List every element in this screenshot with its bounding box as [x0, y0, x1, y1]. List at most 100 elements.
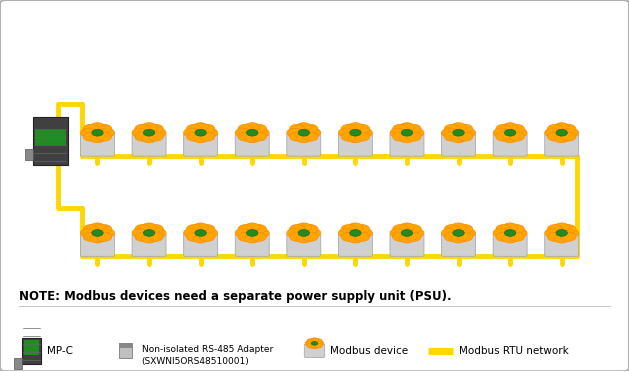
- Circle shape: [184, 128, 199, 137]
- Circle shape: [341, 225, 356, 234]
- Circle shape: [90, 134, 105, 143]
- Circle shape: [348, 134, 363, 143]
- Circle shape: [135, 132, 150, 141]
- Circle shape: [245, 134, 260, 143]
- Circle shape: [296, 223, 311, 232]
- Circle shape: [307, 343, 315, 348]
- Circle shape: [341, 132, 356, 141]
- Circle shape: [303, 232, 318, 241]
- Circle shape: [392, 225, 408, 234]
- Circle shape: [512, 128, 527, 137]
- Circle shape: [460, 228, 476, 237]
- Circle shape: [509, 132, 525, 141]
- Bar: [35, 130, 65, 145]
- Circle shape: [444, 124, 459, 133]
- Circle shape: [135, 232, 150, 241]
- FancyBboxPatch shape: [442, 234, 476, 256]
- Circle shape: [554, 234, 569, 243]
- Text: NOTE: Modbus devices need a separate power supply unit (PSU).: NOTE: Modbus devices need a separate pow…: [19, 289, 452, 302]
- Circle shape: [496, 232, 511, 241]
- Circle shape: [509, 232, 525, 241]
- Circle shape: [151, 228, 166, 237]
- FancyBboxPatch shape: [184, 134, 218, 156]
- Circle shape: [83, 132, 98, 141]
- Circle shape: [92, 129, 103, 136]
- Circle shape: [399, 134, 415, 143]
- Circle shape: [195, 230, 206, 236]
- Circle shape: [496, 132, 511, 141]
- Circle shape: [200, 124, 215, 133]
- Circle shape: [338, 128, 353, 137]
- Circle shape: [355, 232, 370, 241]
- Circle shape: [289, 225, 304, 234]
- Circle shape: [193, 234, 208, 243]
- FancyBboxPatch shape: [81, 234, 114, 256]
- Bar: [25, 148, 33, 160]
- Circle shape: [504, 129, 516, 136]
- Circle shape: [355, 132, 370, 141]
- Circle shape: [142, 223, 157, 232]
- Circle shape: [547, 225, 562, 234]
- FancyBboxPatch shape: [493, 234, 527, 256]
- FancyBboxPatch shape: [287, 234, 321, 256]
- Circle shape: [298, 230, 309, 236]
- Circle shape: [193, 123, 208, 132]
- Circle shape: [556, 129, 567, 136]
- Bar: [119, 343, 132, 347]
- FancyBboxPatch shape: [287, 134, 321, 156]
- FancyBboxPatch shape: [390, 134, 424, 156]
- Circle shape: [409, 128, 424, 137]
- Circle shape: [564, 128, 579, 137]
- Circle shape: [399, 123, 415, 132]
- Circle shape: [338, 228, 353, 237]
- FancyBboxPatch shape: [22, 337, 41, 364]
- Circle shape: [561, 124, 576, 133]
- Circle shape: [348, 223, 363, 232]
- Circle shape: [348, 234, 363, 243]
- Text: Non-isolated RS-485 Adapter
(SXWNI5ORS48510001): Non-isolated RS-485 Adapter (SXWNI5ORS48…: [142, 345, 273, 366]
- Circle shape: [245, 234, 260, 243]
- Circle shape: [254, 128, 269, 137]
- Circle shape: [298, 129, 309, 136]
- Circle shape: [143, 230, 155, 236]
- Circle shape: [561, 132, 576, 141]
- Circle shape: [200, 132, 215, 141]
- Circle shape: [97, 124, 112, 133]
- Circle shape: [148, 124, 164, 133]
- FancyBboxPatch shape: [338, 134, 372, 156]
- Circle shape: [186, 225, 201, 234]
- Circle shape: [90, 234, 105, 243]
- Circle shape: [444, 132, 459, 141]
- Text: Modbus device: Modbus device: [330, 346, 408, 356]
- Circle shape: [406, 132, 421, 141]
- Circle shape: [97, 132, 112, 141]
- Circle shape: [306, 128, 321, 137]
- Circle shape: [547, 124, 562, 133]
- Circle shape: [504, 230, 516, 236]
- Circle shape: [390, 128, 405, 137]
- Circle shape: [148, 232, 164, 241]
- Circle shape: [238, 225, 253, 234]
- FancyBboxPatch shape: [390, 234, 424, 256]
- FancyBboxPatch shape: [184, 234, 218, 256]
- FancyBboxPatch shape: [545, 234, 579, 256]
- Circle shape: [193, 134, 208, 143]
- Circle shape: [554, 123, 569, 132]
- Circle shape: [561, 225, 576, 234]
- Circle shape: [148, 132, 164, 141]
- Circle shape: [503, 134, 518, 143]
- FancyBboxPatch shape: [493, 134, 527, 156]
- FancyBboxPatch shape: [304, 344, 325, 357]
- Bar: [24, 340, 39, 355]
- Circle shape: [406, 124, 421, 133]
- Circle shape: [355, 225, 370, 234]
- FancyBboxPatch shape: [545, 134, 579, 156]
- Circle shape: [289, 124, 304, 133]
- Circle shape: [238, 232, 253, 241]
- Circle shape: [200, 232, 215, 241]
- Circle shape: [409, 228, 424, 237]
- Circle shape: [556, 230, 567, 236]
- Circle shape: [460, 128, 476, 137]
- Circle shape: [314, 339, 322, 344]
- Circle shape: [81, 228, 96, 237]
